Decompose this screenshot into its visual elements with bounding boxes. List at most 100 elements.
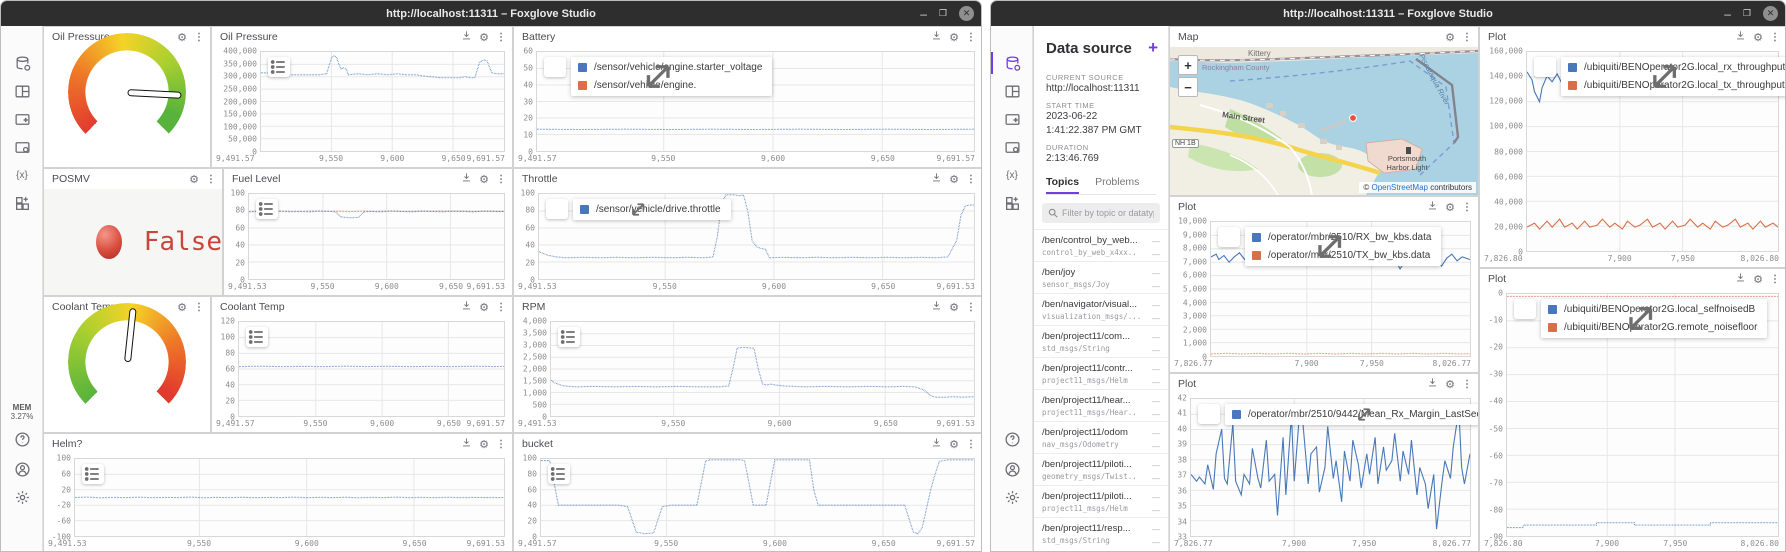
more-menu-icon[interactable]: ⋮ — [966, 174, 976, 185]
topic-row[interactable]: /ben/control_by_web...control_by_web_x4x… — [1034, 229, 1168, 261]
map-zoom-out-button[interactable]: − — [1178, 77, 1198, 97]
more-menu-icon[interactable]: ⋮ — [206, 174, 216, 185]
more-menu-icon[interactable]: ⋮ — [966, 439, 976, 450]
topic-row[interactable]: /ben/project11/contr...project11_msgs/He… — [1034, 357, 1168, 389]
panel-settings-icon[interactable] — [991, 134, 1033, 160]
help-icon[interactable] — [1, 426, 43, 452]
download-icon[interactable] — [1427, 375, 1438, 393]
data-source-icon[interactable] — [1, 50, 43, 76]
extensions-icon[interactable] — [991, 190, 1033, 216]
more-menu-icon[interactable]: ⋮ — [496, 32, 506, 43]
more-menu-icon[interactable]: ⋮ — [496, 302, 506, 313]
legend-toggle-button[interactable] — [246, 327, 268, 347]
maximize-button[interactable]: ❐ — [1743, 8, 1751, 19]
plot-area[interactable]: /sensor/vehicle/drive.throttle — [538, 193, 975, 280]
legend-collapse-button[interactable] — [1514, 299, 1536, 319]
settings-gear-icon[interactable]: ⚙ — [479, 301, 489, 314]
minimize-button[interactable]: – — [1724, 7, 1731, 21]
fuel-level-plot[interactable]: 1008060402009,491.539,5509,6009,6509,691… — [224, 189, 512, 295]
map-view[interactable]: + − Kittery Rockingham County Piscataqua… — [1170, 47, 1478, 195]
settings-gear-icon[interactable]: ⚙ — [479, 173, 489, 186]
plot-area[interactable]: /ubiquiti/BENOperator2G.local_rx_through… — [1526, 51, 1779, 252]
plot-area[interactable] — [540, 458, 975, 537]
add-data-source-button[interactable]: + — [1148, 38, 1158, 58]
legend-collapse-button[interactable] — [544, 57, 566, 77]
throughput-plot[interactable]: 160,000140,000120,000100,00080,00060,000… — [1480, 47, 1786, 267]
rx-tx-plot[interactable]: 10,0009,0008,0007,0006,0005,0004,0003,00… — [1170, 217, 1478, 372]
settings-gear-icon[interactable]: ⚙ — [949, 173, 959, 186]
oil-pressure-plot[interactable]: 400,000350,000300,000250,000200,000150,0… — [212, 47, 512, 167]
download-icon[interactable] — [931, 170, 942, 188]
settings-icon[interactable] — [1, 484, 43, 510]
legend-collapse-button[interactable] — [1534, 57, 1556, 77]
bucket-plot[interactable]: 1008060402009,491.579,5509,6009,6509,691… — [514, 454, 982, 552]
more-menu-icon[interactable]: ⋮ — [1462, 32, 1472, 43]
topic-row[interactable]: /ben/project11/hear...project11_msgs/Hea… — [1034, 389, 1168, 421]
settings-gear-icon[interactable]: ⚙ — [949, 301, 959, 314]
rpm-plot[interactable]: 4,0003,5003,0002,5002,0001,5001,00050009… — [514, 317, 982, 432]
topic-row[interactable]: /ben/project11/com...std_msgs/String—— — [1034, 325, 1168, 357]
more-menu-icon[interactable]: ⋮ — [1462, 379, 1472, 390]
data-source-icon[interactable] — [991, 50, 1033, 76]
legend-toggle-button[interactable] — [548, 464, 570, 484]
legend-toggle-button[interactable] — [82, 464, 104, 484]
more-menu-icon[interactable]: ⋮ — [496, 439, 506, 450]
panel-settings-icon[interactable] — [1, 134, 43, 160]
plot-area[interactable] — [248, 193, 505, 280]
plot-area[interactable]: /operator/mbr/2510/9442/Mean_Rx_Margin_L… — [1190, 398, 1471, 537]
map-zoom-in-button[interactable]: + — [1178, 55, 1198, 75]
layouts-icon[interactable] — [1, 78, 43, 104]
extensions-icon[interactable] — [1, 190, 43, 216]
oil-pressure-gauge[interactable] — [44, 27, 210, 167]
add-panel-icon[interactable] — [991, 106, 1033, 132]
settings-gear-icon[interactable]: ⚙ — [479, 438, 489, 451]
tab-problems[interactable]: Problems — [1095, 176, 1139, 194]
margin-plot[interactable]: 42414039383736353433/operator/mbr/2510/9… — [1170, 394, 1478, 552]
openstreetmap-link[interactable]: OpenStreetMap — [1371, 183, 1427, 192]
legend-toggle-button[interactable] — [268, 57, 290, 77]
close-button[interactable]: ✕ — [1763, 6, 1778, 21]
settings-gear-icon[interactable]: ⚙ — [1753, 273, 1763, 286]
plot-area[interactable]: /operator/mbr/2510/RX_bw_kbs.data/operat… — [1210, 221, 1471, 357]
settings-gear-icon[interactable]: ⚙ — [949, 438, 959, 451]
settings-gear-icon[interactable]: ⚙ — [1753, 31, 1763, 44]
more-menu-icon[interactable]: ⋮ — [966, 32, 976, 43]
maximize-button[interactable]: ❐ — [939, 8, 947, 19]
download-icon[interactable] — [931, 298, 942, 316]
download-icon[interactable] — [931, 28, 942, 46]
settings-gear-icon[interactable]: ⚙ — [949, 31, 959, 44]
topic-row[interactable]: /ben/project11/piloti...project11_msgs/H… — [1034, 485, 1168, 517]
plot-area[interactable] — [550, 321, 975, 417]
throttle-plot[interactable]: 100806040200/sensor/vehicle/drive.thrott… — [514, 189, 982, 295]
topic-filter-input[interactable]: Filter by topic or datatype.. — [1042, 203, 1160, 223]
topic-row[interactable]: /ben/project11/piloti...geometry_msgs/Tw… — [1034, 453, 1168, 485]
noise-plot[interactable]: 0-10-20-30-40-50-60-70-80-90/ubiquiti/BE… — [1480, 289, 1786, 552]
download-icon[interactable] — [1735, 270, 1746, 288]
plot-area[interactable] — [238, 321, 505, 417]
settings-gear-icon[interactable]: ⚙ — [1445, 378, 1455, 391]
coolant-temp-plot[interactable]: 1201008060402009,491.579,5509,6009,6509,… — [212, 317, 512, 432]
legend-collapse-button[interactable] — [1198, 404, 1220, 424]
topic-row[interactable]: /ben/project11/odomnav_msgs/Odometry—— — [1034, 421, 1168, 453]
download-icon[interactable] — [461, 435, 472, 453]
more-menu-icon[interactable]: ⋮ — [966, 302, 976, 313]
legend-collapse-button[interactable] — [546, 199, 568, 219]
topic-row[interactable]: /ben/project11/resp...std_msgs/String—— — [1034, 517, 1168, 549]
more-menu-icon[interactable]: ⋮ — [1462, 202, 1472, 213]
account-icon[interactable] — [1, 456, 43, 482]
battery-plot[interactable]: 6050403020100/sensor/vehicle/engine.star… — [514, 47, 982, 167]
settings-gear-icon[interactable]: ⚙ — [1445, 31, 1455, 44]
plot-area[interactable] — [74, 458, 505, 537]
download-icon[interactable] — [461, 170, 472, 188]
tab-topics[interactable]: Topics — [1046, 176, 1079, 194]
coolant-temp-gauge[interactable] — [44, 297, 210, 432]
more-menu-icon[interactable]: ⋮ — [1770, 32, 1780, 43]
minimize-button[interactable]: – — [920, 7, 927, 21]
plot-area[interactable]: /sensor/vehicle/engine.starter_voltage/s… — [536, 51, 975, 152]
titlebar[interactable]: http://localhost:11311 – Foxglove Studio… — [1, 1, 981, 26]
help-icon[interactable] — [991, 426, 1033, 452]
plot-area[interactable] — [260, 51, 505, 152]
more-menu-icon[interactable]: ⋮ — [496, 174, 506, 185]
download-icon[interactable] — [931, 435, 942, 453]
variables-icon[interactable]: {x} — [1, 162, 43, 188]
